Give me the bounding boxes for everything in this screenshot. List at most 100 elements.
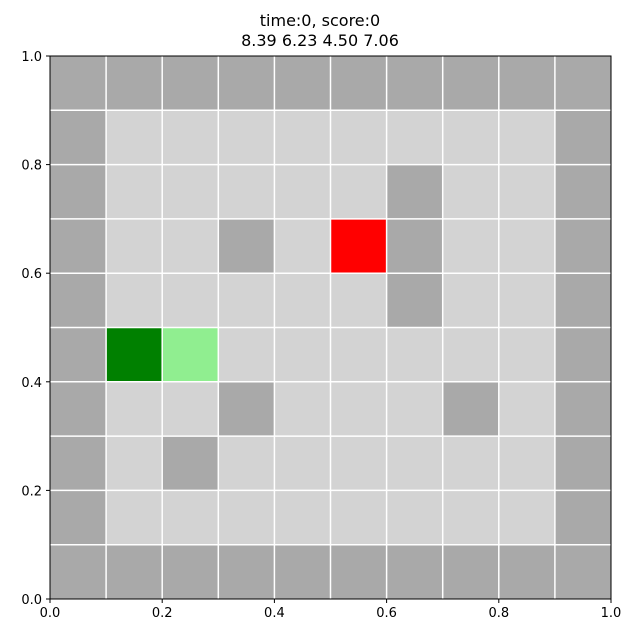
trail-cell	[162, 327, 219, 383]
wall-cell	[50, 327, 107, 383]
floor-cell	[330, 490, 388, 546]
floor-cell	[386, 436, 444, 491]
y-tick-label: 0.6	[21, 267, 42, 282]
x-tick-label: 0.4	[264, 606, 285, 621]
floor-cell	[386, 327, 444, 383]
wall-cell	[50, 56, 107, 111]
floor-cell	[442, 164, 500, 220]
axes-frame	[49, 55, 612, 600]
grid-lines	[50, 56, 611, 599]
floor-cell	[442, 273, 500, 328]
floor-cell	[330, 164, 388, 220]
y-tick-label: 0.8	[21, 159, 42, 174]
floor-cell	[330, 436, 388, 491]
floor-cell	[498, 436, 556, 491]
floor-cell	[442, 490, 500, 546]
wall-cell	[498, 544, 556, 600]
floor-cell	[386, 490, 444, 546]
floor-cell	[274, 273, 331, 328]
floor-cell	[218, 273, 275, 328]
floor-cell	[218, 110, 275, 166]
floor-cell	[498, 218, 556, 274]
floor-cell	[498, 273, 556, 328]
wall-cell	[162, 544, 219, 600]
x-tick-label: 0.2	[152, 606, 173, 621]
floor-cell	[106, 381, 163, 437]
floor-cell	[218, 490, 275, 546]
y-tick-label: 0.4	[21, 376, 42, 391]
floor-cell	[218, 327, 275, 383]
wall-cell	[330, 56, 388, 111]
floor-cell	[218, 164, 275, 220]
floor-cell	[386, 110, 444, 166]
floor-cell	[442, 436, 500, 491]
x-tick-label: 1.0	[601, 606, 622, 621]
agent-cell	[106, 327, 163, 383]
wall-cell	[218, 544, 275, 600]
wall-cell	[274, 56, 331, 111]
floor-cell	[274, 110, 331, 166]
wall-cell	[554, 436, 612, 491]
wall-cell	[554, 273, 612, 328]
wall-cell	[386, 273, 444, 328]
floor-cell	[330, 327, 388, 383]
floor-cell	[442, 110, 500, 166]
wall-cell	[106, 544, 163, 600]
wall-cell	[50, 218, 107, 274]
wall-cell	[218, 381, 275, 437]
wall-cell	[554, 327, 612, 383]
wall-cell	[554, 544, 612, 600]
wall-cell	[162, 56, 219, 111]
x-tick-label: 0.8	[488, 606, 509, 621]
status-line: time:0, score:0	[259, 11, 381, 30]
floor-cell	[274, 327, 331, 383]
floor-cell	[274, 381, 331, 437]
wall-cell	[50, 544, 107, 600]
wall-cell	[218, 218, 275, 274]
wall-cell	[50, 164, 107, 220]
wall-cell	[554, 381, 612, 437]
floor-cell	[498, 164, 556, 220]
floor-cell	[106, 164, 163, 220]
floor-cell	[106, 110, 163, 166]
wall-cell	[498, 56, 556, 111]
wall-cell	[50, 273, 107, 328]
floor-cell	[498, 327, 556, 383]
y-tick-label: 0.2	[21, 484, 42, 499]
wall-cell	[50, 381, 107, 437]
wall-cell	[554, 56, 612, 111]
y-tick-label: 0.0	[21, 593, 42, 608]
floor-cell	[162, 381, 219, 437]
y-tick-label: 1.0	[21, 50, 42, 65]
wall-cell	[442, 56, 500, 111]
wall-cell	[386, 544, 444, 600]
wall-cell	[442, 381, 500, 437]
axis-ticks: 0.0 0.2 0.4 0.6 0.8 1.0 0.0 0.2 0.4 0.6 0.8 1.0	[21, 50, 621, 621]
floor-cell	[330, 110, 388, 166]
floor-cell	[442, 218, 500, 274]
wall-cell	[386, 56, 444, 111]
wall-cell	[554, 490, 612, 546]
floor-cell	[274, 218, 331, 274]
floor-cell	[106, 218, 163, 274]
wall-cell	[554, 110, 612, 166]
floor-cell	[162, 110, 219, 166]
wall-cell	[554, 164, 612, 220]
wall-cell	[50, 490, 107, 546]
wall-cell	[50, 110, 107, 166]
wall-cell	[218, 56, 275, 111]
wall-cell	[330, 544, 388, 600]
wall-cell	[162, 436, 219, 491]
wall-cell	[386, 218, 444, 274]
floor-cell	[162, 273, 219, 328]
floor-cell	[386, 381, 444, 437]
x-tick-label: 0.6	[376, 606, 397, 621]
floor-cell	[274, 490, 331, 546]
floor-cell	[498, 490, 556, 546]
floor-cell	[162, 218, 219, 274]
floor-cell	[218, 436, 275, 491]
floor-cell	[498, 381, 556, 437]
wall-cell	[554, 218, 612, 274]
wall-cell	[386, 164, 444, 220]
